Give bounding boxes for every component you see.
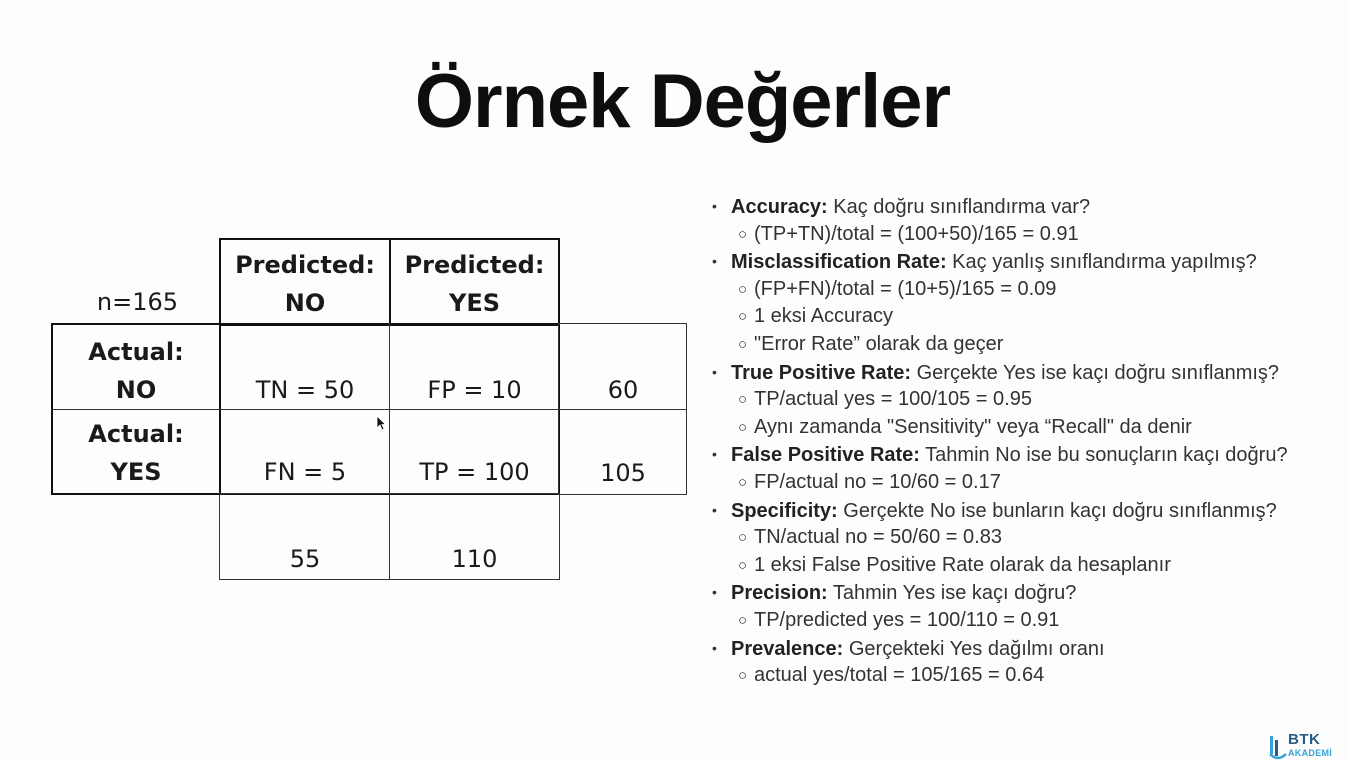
circle-bullet-icon: ○ xyxy=(738,418,748,436)
true-positive-cell: TP = 100 xyxy=(419,458,530,486)
metric-false-positive-rate: • False Positive Rate: Tahmin No ise bu s… xyxy=(712,441,1349,496)
circle-bullet-icon: ○ xyxy=(738,280,748,298)
circle-bullet-icon: ○ xyxy=(738,308,748,326)
metric-prevalence: • Prevalence: Gerçekteki Yes dağılmı oran… xyxy=(712,635,1349,690)
actual-no-header: Actual: NO xyxy=(88,338,184,404)
false-negative-cell: FN = 5 xyxy=(263,458,347,486)
mouse-cursor-icon xyxy=(376,415,386,431)
bullet-icon: • xyxy=(712,501,717,518)
metric-accuracy: • Accuracy: Kaç doğru sınıflandırma var? … xyxy=(712,193,1349,248)
slide-title: Örnek Değerler xyxy=(414,59,951,144)
metrics-list: • Accuracy: Kaç doğru sınıflandırma var? … xyxy=(712,193,1349,690)
metric-specificity: • Specificity: Gerçekte No ise bunların k… xyxy=(712,497,1349,580)
predicted-yes-header: Predicted: YES xyxy=(404,251,545,317)
circle-bullet-icon: ○ xyxy=(738,667,748,685)
bullet-icon: • xyxy=(712,253,717,270)
sample-size-label: n=165 xyxy=(96,288,179,316)
logo-text-top: BTK xyxy=(1288,731,1321,748)
bullet-icon: • xyxy=(712,446,717,463)
confusion-matrix: n=165 Predicted: NO Predicted: YES Actua… xyxy=(0,0,700,600)
bullet-icon: • xyxy=(712,639,717,656)
circle-bullet-icon: ○ xyxy=(738,611,748,629)
btk-akademi-logo: BTK AKADEMİ xyxy=(1268,728,1348,760)
true-negative-cell: TN = 50 xyxy=(255,376,355,404)
circle-bullet-icon: ○ xyxy=(738,391,748,409)
false-positive-cell: FP = 10 xyxy=(427,376,522,404)
header-divider xyxy=(389,238,391,326)
bullet-icon: • xyxy=(712,198,717,214)
circle-bullet-icon: ○ xyxy=(738,335,748,353)
logo-text-bottom: AKADEMİ xyxy=(1288,748,1333,758)
btk-logo-mark-icon xyxy=(1269,736,1287,760)
row-totals-box xyxy=(558,323,687,495)
column-totals-divider xyxy=(389,493,390,580)
predicted-no-header: Predicted: NO xyxy=(235,251,375,317)
bullet-icon: • xyxy=(712,584,717,601)
circle-bullet-icon: ○ xyxy=(738,473,748,491)
circle-bullet-icon: ○ xyxy=(738,556,748,574)
row-total-yes: 105 xyxy=(600,459,646,487)
actual-yes-header: Actual: YES xyxy=(88,420,184,486)
column-total-no: 55 xyxy=(289,545,321,573)
column-total-yes: 110 xyxy=(451,545,498,573)
metric-true-positive-rate: • True Positive Rate: Gerçekte Yes ise ka… xyxy=(712,359,1349,442)
circle-bullet-icon: ○ xyxy=(738,529,748,547)
metric-precision: • Precision: Tahmin Yes ise kaçı doğru? ○… xyxy=(712,579,1349,634)
inner-row-divider xyxy=(51,409,687,410)
bullet-icon: • xyxy=(712,363,717,380)
metric-misclassification: • Misclassification Rate: Kaç yanlış sını… xyxy=(712,248,1349,358)
circle-bullet-icon: ○ xyxy=(738,225,748,243)
row-total-no: 60 xyxy=(607,376,639,404)
